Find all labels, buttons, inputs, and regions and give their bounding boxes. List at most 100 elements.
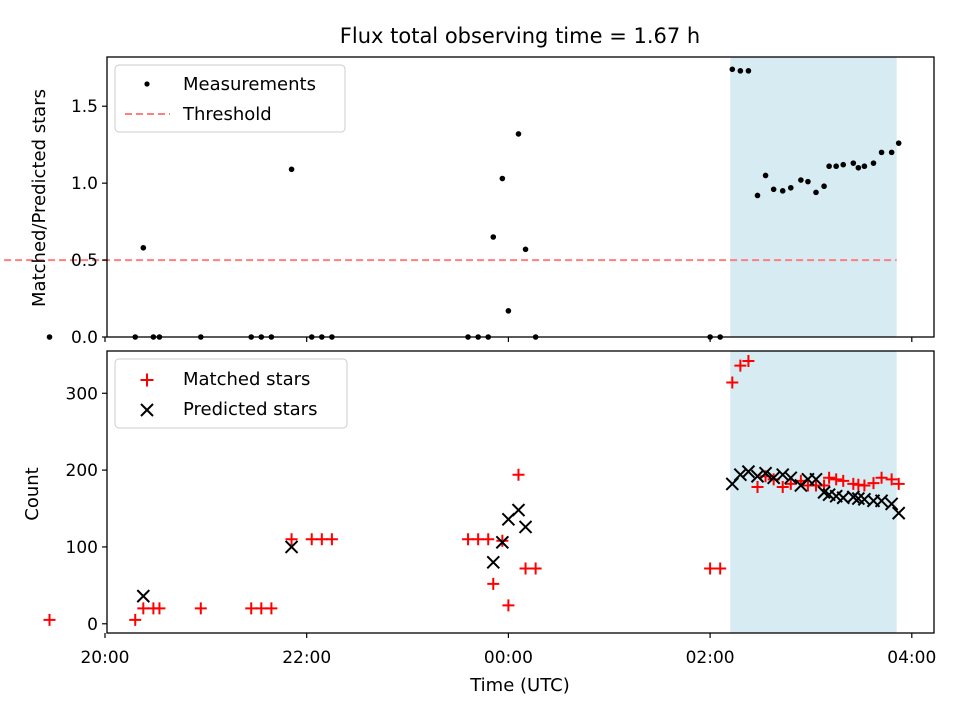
measurement-point — [833, 163, 839, 170]
predicted-star-point — [776, 468, 790, 482]
matched-star-point — [519, 562, 532, 575]
legend-matched-label: Matched stars — [183, 369, 310, 390]
predicted-star-point — [733, 468, 748, 482]
matched-star-point — [43, 613, 56, 626]
predicted-star-point — [486, 555, 500, 570]
matched-star-point — [776, 481, 789, 494]
measurement-point — [288, 166, 295, 173]
xtick-label: 02:00 — [686, 648, 735, 668]
measurement-point — [46, 334, 53, 340]
matched-star-point — [742, 354, 755, 367]
matched-star-point — [726, 376, 739, 389]
measurement-point — [787, 184, 794, 191]
predicted-star-point — [784, 471, 798, 485]
matched-star-point — [194, 602, 207, 615]
matched-star-point — [496, 534, 509, 547]
matched-star-point — [875, 471, 888, 484]
top-ytick-label: 1.0 — [71, 174, 98, 194]
xtick-label: 00:00 — [484, 648, 533, 668]
legend-predicted-marker — [140, 403, 154, 417]
predicted-star-point — [750, 469, 765, 483]
matched-star-point — [734, 359, 747, 372]
matched-star-point — [885, 473, 898, 486]
matched-star-point — [255, 602, 268, 615]
chart-title: Flux total observing time = 1.67 h — [340, 24, 700, 48]
predicted-star-point — [284, 540, 299, 554]
xtick-label: 04:00 — [887, 648, 936, 668]
matched-star-point — [837, 474, 850, 487]
measurement-point — [762, 172, 769, 179]
xlabel: Time (UTC) — [469, 675, 570, 696]
matched-star-point — [129, 613, 142, 626]
xtick-label: 20:00 — [80, 648, 129, 668]
top-ytick-label: 0.0 — [71, 328, 98, 348]
predicted-star-point — [809, 472, 823, 487]
matched-star-point — [892, 477, 905, 490]
top-ylabel: Matched/Predicted stars — [29, 89, 50, 307]
legend-measurements-label: Measurements — [183, 74, 316, 95]
measurement-point — [855, 164, 862, 171]
measurement-point — [745, 68, 752, 74]
matched-star-point — [784, 477, 797, 490]
legend-predicted-label: Predicted stars — [183, 399, 317, 420]
measurement-point — [821, 183, 827, 190]
predicted-star-point — [884, 497, 899, 511]
top-legend: Measurements Threshold — [114, 64, 346, 133]
measurement-point — [813, 189, 819, 196]
bottom-ylabel: Count — [22, 467, 43, 520]
measurement-point — [140, 244, 147, 251]
measurement-point — [754, 192, 761, 199]
legend-matched-marker — [140, 373, 154, 387]
matched-star-point — [482, 533, 495, 546]
measurement-point — [798, 177, 804, 183]
measurement-point — [729, 66, 736, 73]
matched-star-point — [502, 599, 515, 612]
matched-star-point — [867, 477, 880, 490]
predicted-star-point — [891, 506, 906, 520]
predicted-star-point — [741, 464, 756, 479]
legend-measurement-marker — [144, 81, 150, 87]
matched-star-point — [265, 602, 278, 615]
measurement-point — [779, 188, 786, 194]
predicted-star-point — [846, 490, 861, 504]
bottom-ytick-label: 300 — [66, 384, 98, 404]
measurement-point — [878, 149, 885, 156]
matched-star-point — [714, 562, 727, 575]
matched-star-point — [830, 473, 843, 486]
top-axes-frame — [106, 56, 935, 338]
bottom-legend: Matched stars Predicted stars — [114, 358, 348, 429]
matched-star-point — [472, 533, 485, 546]
predicted-star-point — [511, 503, 526, 517]
bottom-highlight-span — [730, 351, 897, 633]
measurement-point — [870, 160, 877, 166]
predicted-star-point — [766, 471, 781, 485]
measurement-point — [805, 178, 811, 185]
measurement-point — [499, 175, 506, 182]
matched-star-point — [245, 602, 258, 615]
matched-star-point — [285, 533, 298, 546]
measurement-point — [515, 131, 522, 137]
bottom-ytick-label: 200 — [66, 461, 98, 481]
matched-star-point — [462, 533, 475, 546]
xtick-label: 22:00 — [282, 648, 331, 668]
matched-star-point — [529, 562, 542, 575]
measurement-point — [490, 234, 497, 240]
matched-star-point — [823, 471, 836, 484]
matched-star-point — [858, 479, 871, 492]
matched-star-point — [153, 602, 166, 615]
bottom-ytick-label: 100 — [66, 538, 98, 558]
measurement-point — [888, 149, 895, 156]
top-legend-box — [114, 64, 346, 133]
predicted-star-point — [518, 520, 533, 534]
measurement-point — [850, 160, 857, 166]
matched-star-point — [487, 577, 500, 590]
measurement-point — [522, 246, 529, 253]
predicted-star-point — [495, 535, 510, 550]
matched-star-point — [137, 602, 150, 615]
bottom-legend-box — [114, 358, 348, 429]
bottom-axes-frame — [106, 350, 935, 634]
matched-star-point — [512, 468, 525, 481]
matched-star-point — [704, 562, 717, 575]
measurement-point — [861, 163, 868, 170]
